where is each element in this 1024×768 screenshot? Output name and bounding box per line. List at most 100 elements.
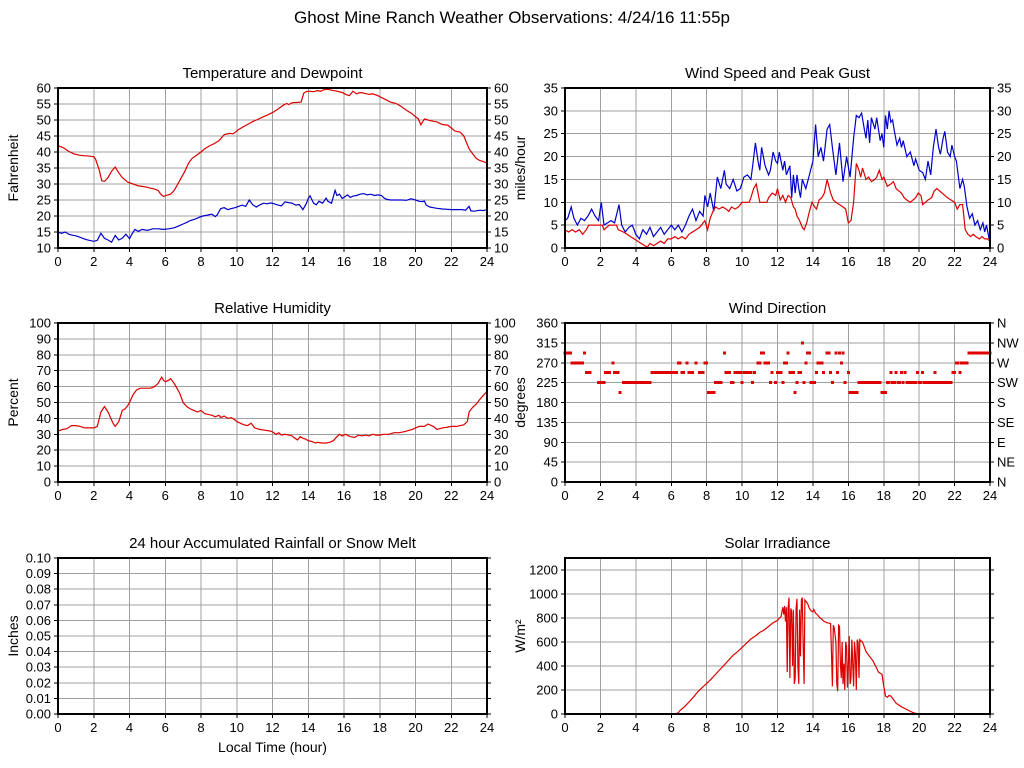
y-tick-label-right: 45	[494, 129, 508, 144]
y-tick-label-right: 5	[997, 218, 1004, 233]
y-tick-label: 55	[37, 97, 51, 112]
chart-title: Solar Irradiance	[725, 535, 831, 552]
x-tick-label: 8	[703, 488, 710, 503]
x-axis-label: Local Time (hour)	[218, 739, 327, 755]
x-tick-label: 4	[632, 488, 639, 503]
x-tick-label: 22	[444, 488, 458, 503]
y-axis-label: Inches	[5, 615, 21, 656]
gridlines	[565, 88, 990, 248]
x-tick-label: 4	[126, 488, 133, 503]
y-tick-label: 0.06	[26, 613, 51, 628]
y-tick-label: 0.00	[26, 707, 51, 722]
y-tick-label-right: 25	[494, 193, 508, 208]
x-tick-label: 22	[947, 254, 961, 269]
x-tick-label: 16	[841, 254, 855, 269]
compass-label: NE	[997, 455, 1015, 470]
y-tick-label: 600	[536, 635, 558, 650]
gridlines	[565, 323, 990, 482]
y-tick-label: 135	[536, 415, 558, 430]
x-tick-label: 24	[983, 488, 997, 503]
y-tick-label-right: 20	[997, 149, 1011, 164]
x-tick-label: 6	[162, 488, 169, 503]
x-tick-label: 0	[561, 488, 568, 503]
series-dewpoint	[57, 188, 488, 244]
x-tick-label: 18	[877, 488, 891, 503]
x-tick-label: 14	[806, 720, 820, 735]
x-tick-label: 24	[480, 720, 494, 735]
y-tick-label: 20	[37, 209, 51, 224]
y-axis-label: Percent	[5, 378, 21, 426]
y-tick-label: 0	[44, 475, 51, 490]
x-tick-label: 6	[668, 254, 675, 269]
y-tick-label-right: 25	[997, 126, 1011, 141]
tick-marks	[561, 322, 994, 486]
y-tick-label: 20	[37, 443, 51, 458]
y-tick-label: 0.08	[26, 582, 51, 597]
y-tick-label: 0.02	[26, 675, 51, 690]
x-tick-label: 20	[912, 720, 926, 735]
x-tick-label: 10	[230, 254, 244, 269]
y-tick-label-right: 15	[997, 172, 1011, 187]
x-tick-label: 16	[337, 488, 351, 503]
y-tick-label: 0.01	[26, 691, 51, 706]
x-tick-label: 14	[806, 488, 820, 503]
y-tick-label: 60	[37, 379, 51, 394]
x-tick-label: 6	[162, 254, 169, 269]
x-tick-label: 18	[373, 254, 387, 269]
y-tick-label-right: 10	[494, 459, 508, 474]
y-tick-label-right: 50	[494, 113, 508, 128]
x-tick-label: 0	[54, 720, 61, 735]
y-tick-label-right: 10	[494, 241, 508, 256]
y-tick-label: 5	[551, 218, 558, 233]
y-tick-label: 225	[536, 375, 558, 390]
y-tick-label: 50	[37, 113, 51, 128]
x-tick-label: 22	[947, 488, 961, 503]
y-tick-label: 35	[37, 161, 51, 176]
y-tick-label: 40	[37, 411, 51, 426]
chart-title: Wind Speed and Peak Gust	[685, 65, 871, 82]
x-tick-label: 2	[90, 488, 97, 503]
x-tick-label: 0	[561, 254, 568, 269]
series-wind-speed	[564, 163, 991, 248]
compass-label: E	[997, 435, 1006, 450]
panel-rainfall: 24 hour Accumulated Rainfall or Snow Mel…	[5, 535, 494, 755]
x-tick-label: 4	[126, 254, 133, 269]
compass-label: S	[997, 395, 1006, 410]
chart-title: Temperature and Dewpoint	[182, 65, 363, 82]
x-tick-label: 2	[597, 720, 604, 735]
y-tick-label: 90	[544, 435, 558, 450]
x-tick-label: 20	[408, 488, 422, 503]
y-tick-label: 15	[544, 172, 558, 187]
y-tick-label-right: 30	[494, 177, 508, 192]
tick-marks	[54, 557, 491, 718]
y-tick-label-right: 10	[997, 195, 1011, 210]
x-tick-label: 0	[54, 488, 61, 503]
x-tick-label: 4	[632, 254, 639, 269]
y-tick-label: 0.07	[26, 597, 51, 612]
compass-label: SE	[997, 415, 1015, 430]
compass-label: N	[997, 316, 1006, 331]
gridlines	[565, 558, 990, 714]
gridlines	[58, 558, 487, 714]
chart-title: Wind Direction	[729, 300, 827, 317]
x-tick-label: 8	[197, 720, 204, 735]
y-tick-label: 35	[544, 81, 558, 96]
y-tick-label: 40	[37, 145, 51, 160]
y-tick-label-right: 70	[494, 363, 508, 378]
x-tick-label: 18	[373, 720, 387, 735]
y-tick-label: 20	[544, 149, 558, 164]
y-tick-label: 50	[37, 395, 51, 410]
x-tick-label: 8	[703, 720, 710, 735]
x-tick-label: 10	[735, 720, 749, 735]
y-tick-label-right: 55	[494, 97, 508, 112]
compass-label: N	[997, 475, 1006, 490]
y-tick-label: 60	[37, 81, 51, 96]
x-tick-label: 18	[877, 720, 891, 735]
x-tick-label: 20	[408, 720, 422, 735]
x-tick-label: 8	[197, 488, 204, 503]
x-tick-label: 2	[90, 254, 97, 269]
y-tick-label: 200	[536, 683, 558, 698]
y-tick-label-right: 50	[494, 395, 508, 410]
x-tick-label: 24	[983, 720, 997, 735]
